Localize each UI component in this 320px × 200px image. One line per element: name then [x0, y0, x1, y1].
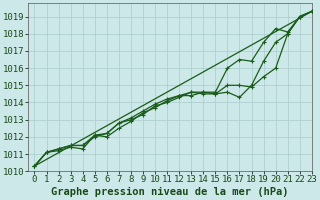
X-axis label: Graphe pression niveau de la mer (hPa): Graphe pression niveau de la mer (hPa) — [52, 187, 289, 197]
